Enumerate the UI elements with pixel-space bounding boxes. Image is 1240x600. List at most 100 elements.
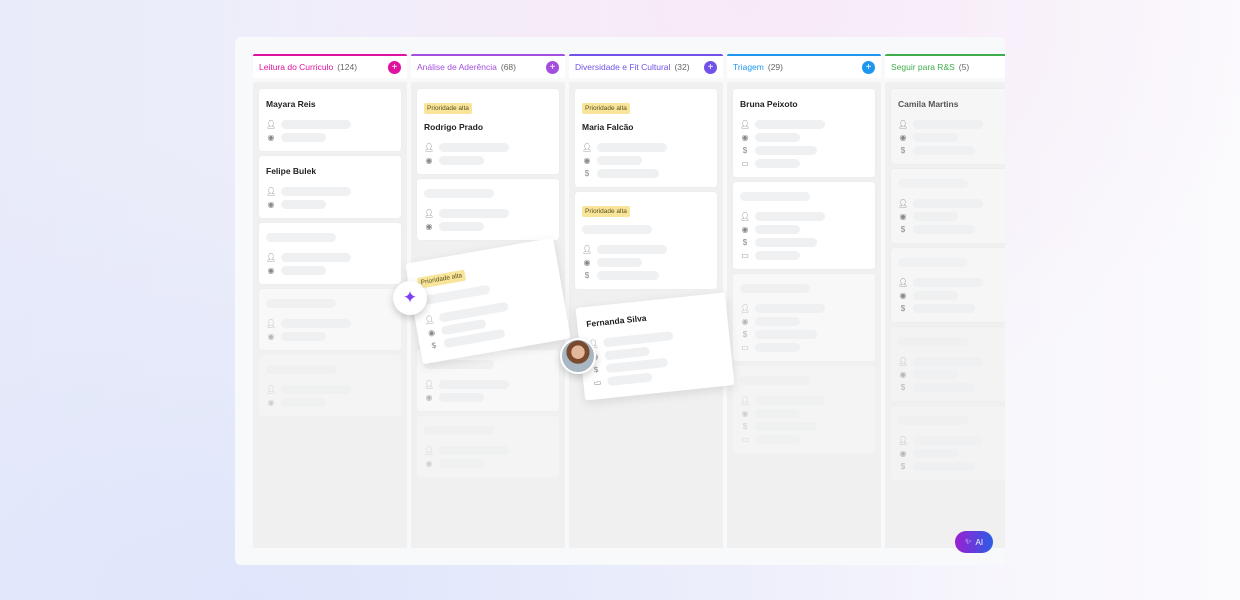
column-title: Análise de Aderência: [417, 62, 497, 72]
target-icon: ◉: [899, 449, 907, 458]
candidate-card[interactable]: 👤︎ ◉: [259, 355, 401, 416]
column-title: Leitura do Curriculo: [259, 62, 334, 72]
skeleton-bar: [597, 169, 659, 178]
skeleton-title: [420, 284, 491, 306]
field-row: 👤︎: [898, 118, 1005, 131]
add-card-button[interactable]: +: [388, 60, 401, 74]
skeleton-bar: [913, 462, 975, 471]
dollar-icon: $: [742, 238, 748, 247]
user-icon: 👤︎: [740, 304, 751, 313]
skeleton-bar: [597, 143, 667, 152]
user-icon: 👤︎: [266, 120, 277, 129]
priority-tag: Prioridade alta: [582, 206, 630, 217]
ai-button[interactable]: ✨︎ AI: [955, 531, 993, 553]
skeleton-bar: [755, 422, 817, 431]
add-card-button[interactable]: +: [704, 60, 717, 74]
user-icon: 👤︎: [266, 385, 277, 394]
candidate-card[interactable]: 👤︎ ◉ $ ▭: [733, 274, 875, 361]
candidate-card[interactable]: 👤︎ ◉: [417, 416, 559, 477]
user-icon: 👤︎: [740, 212, 751, 221]
dollar-icon: $: [900, 225, 906, 234]
sparkle-icon: ✨︎: [964, 537, 972, 546]
candidate-name: Bruna Peixoto: [740, 99, 798, 109]
skeleton-title: [266, 233, 336, 242]
skeleton-title: [582, 225, 652, 234]
candidate-card[interactable]: Felipe Bulek 👤︎ ◉: [259, 156, 401, 218]
column-count: (32): [674, 62, 690, 72]
candidate-card[interactable]: 👤︎ ◉ $ ▭: [733, 182, 875, 269]
kanban-board: Leitura do Curriculo (124) + Mayara Reis…: [235, 37, 1005, 565]
skeleton-bar: [755, 343, 800, 352]
field-row: $: [740, 144, 868, 157]
skeleton-bar: [281, 398, 326, 407]
target-icon: ◉: [899, 212, 907, 221]
candidate-card[interactable]: 👤︎ ◉ $: [891, 327, 1005, 401]
skeleton-bar: [439, 446, 509, 455]
skeleton-bar: [913, 225, 975, 234]
target-icon: ◉: [267, 200, 275, 209]
candidate-card[interactable]: Bruna Peixoto 👤︎ ◉ $ ▭: [733, 89, 875, 177]
candidate-card[interactable]: Prioridade alta 👤︎ ◉ $: [575, 192, 717, 289]
candidate-card[interactable]: Prioridade alta Maria Falcão 👤︎ ◉ $: [575, 89, 717, 187]
field-row: $: [740, 328, 868, 341]
field-row: $: [898, 223, 1005, 236]
skeleton-bar: [597, 258, 642, 267]
field-row: ◉: [740, 223, 868, 236]
field-row: ◉: [898, 368, 1005, 381]
target-icon: ◉: [425, 393, 433, 402]
calendar-icon: ▭: [741, 435, 749, 444]
column-count: (68): [500, 62, 516, 72]
candidate-card[interactable]: 👤︎ ◉: [259, 289, 401, 350]
candidate-card[interactable]: 👤︎ ◉: [417, 350, 559, 411]
add-card-button[interactable]: +: [546, 60, 559, 74]
field-row: $: [898, 381, 1005, 394]
field-row: 👤︎: [266, 118, 394, 131]
dragged-card[interactable]: Fernanda Silva👤︎◉$▭: [575, 292, 735, 401]
field-row: ◉: [424, 220, 552, 233]
candidate-name: Camila Martins: [898, 99, 959, 109]
skeleton-bar: [281, 133, 326, 142]
skeleton-title: [266, 299, 336, 308]
field-row: ▭: [740, 433, 868, 446]
target-icon: ◉: [583, 156, 591, 165]
skeleton-bar: [755, 238, 817, 247]
field-row: 👤︎: [740, 118, 868, 131]
dollar-icon: $: [742, 422, 748, 431]
add-card-button[interactable]: +: [862, 60, 875, 74]
candidate-card[interactable]: Camila Martins 👤︎ ◉ $: [891, 89, 1005, 164]
dollar-icon: $: [900, 304, 906, 313]
skeleton-bar: [439, 143, 509, 152]
candidate-card[interactable]: Prioridade alta Rodrigo Prado 👤︎ ◉: [417, 89, 559, 174]
target-icon: ◉: [267, 398, 275, 407]
candidate-card[interactable]: 👤︎ ◉ $: [891, 406, 1005, 480]
field-row: ◉: [582, 154, 710, 167]
skeleton-bar: [281, 253, 351, 262]
target-icon: ◉: [267, 332, 275, 341]
candidate-card[interactable]: 👤︎ ◉ $: [891, 248, 1005, 322]
candidate-card[interactable]: 👤︎ ◉: [259, 223, 401, 284]
skeleton-bar: [755, 409, 800, 418]
column-body: Mayara Reis 👤︎ ◉ Felipe Bulek 👤︎ ◉ 👤︎ ◉ 👤︎ ◉ 👤︎ ◉: [253, 82, 407, 548]
skeleton-bar: [913, 436, 983, 445]
skeleton-title: [424, 426, 494, 435]
field-row: $: [898, 144, 1005, 157]
skeleton-bar: [439, 380, 509, 389]
column-count: (5): [958, 62, 970, 72]
calendar-icon: ▭: [741, 251, 749, 260]
field-row: 👤︎: [266, 383, 394, 396]
candidate-card[interactable]: 👤︎ ◉ $: [891, 169, 1005, 243]
candidate-card[interactable]: Mayara Reis 👤︎ ◉: [259, 89, 401, 151]
user-icon: 👤︎: [424, 209, 435, 218]
candidate-card[interactable]: 👤︎ ◉ $ ▭: [733, 366, 875, 453]
field-row: 👤︎: [898, 276, 1005, 289]
field-row: ◉: [424, 154, 552, 167]
skeleton-bar: [913, 449, 958, 458]
column: Seguir para R&S (5) Camila Martins 👤︎ ◉ $ 👤︎…: [885, 54, 1005, 548]
skeleton-bar: [755, 304, 825, 313]
column-body: Bruna Peixoto 👤︎ ◉ $ ▭ 👤︎ ◉ $ ▭ 👤︎ ◉ $ ▭ 👤︎ ◉ $ ▭: [727, 82, 881, 548]
dollar-icon: $: [430, 340, 437, 351]
dollar-icon: $: [900, 383, 906, 392]
skeleton-bar: [439, 222, 484, 231]
candidate-card[interactable]: 👤︎ ◉: [417, 179, 559, 240]
skeleton-bar: [439, 209, 509, 218]
